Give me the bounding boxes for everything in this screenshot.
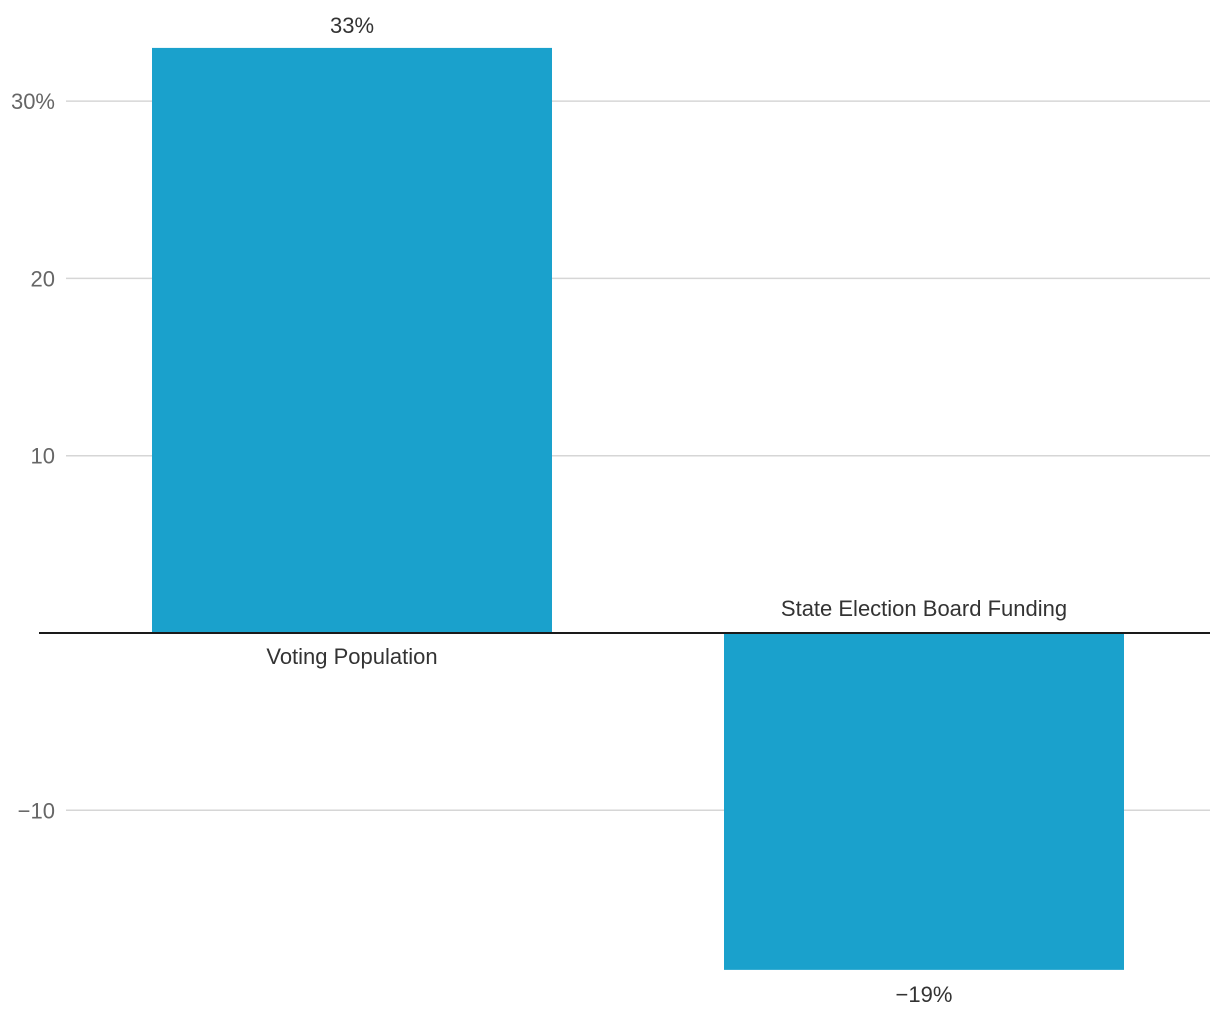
bar bbox=[152, 47, 552, 634]
y-tick-label: 10 bbox=[31, 444, 55, 469]
y-tick-label: 30% bbox=[11, 89, 55, 114]
bars bbox=[152, 47, 1124, 970]
category-label: State Election Board Funding bbox=[781, 596, 1067, 621]
bar bbox=[724, 633, 1124, 970]
y-tick-label: 20 bbox=[31, 266, 55, 291]
data-label: 33% bbox=[330, 13, 374, 38]
y-tick-label: −10 bbox=[18, 798, 55, 823]
data-label: −19% bbox=[896, 982, 953, 1007]
category-label: Voting Population bbox=[266, 644, 437, 669]
labels: 30% 20 10 −10 33% Voting Population −19% State … bbox=[11, 13, 1067, 1007]
